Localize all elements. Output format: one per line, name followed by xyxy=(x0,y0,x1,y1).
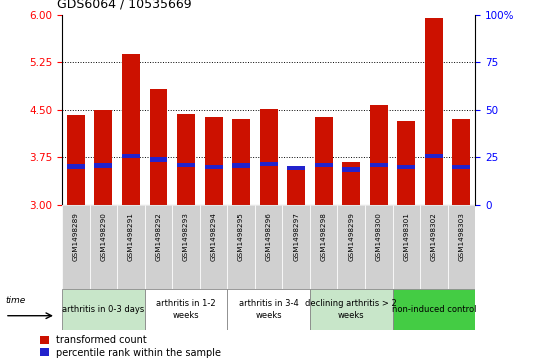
Text: GSM1498303: GSM1498303 xyxy=(458,212,464,261)
Text: GDS6064 / 10535669: GDS6064 / 10535669 xyxy=(57,0,191,11)
FancyBboxPatch shape xyxy=(338,205,365,289)
Bar xyxy=(122,154,140,158)
Text: arthritis in 1-2
weeks: arthritis in 1-2 weeks xyxy=(156,299,216,319)
FancyBboxPatch shape xyxy=(310,205,338,289)
Bar xyxy=(260,109,278,205)
Text: arthritis in 0-3 days: arthritis in 0-3 days xyxy=(62,305,145,314)
Text: GSM1498294: GSM1498294 xyxy=(211,212,217,261)
FancyBboxPatch shape xyxy=(172,205,200,289)
FancyBboxPatch shape xyxy=(227,205,255,289)
Bar xyxy=(287,166,305,205)
FancyBboxPatch shape xyxy=(420,205,448,289)
FancyBboxPatch shape xyxy=(448,205,475,289)
Text: declining arthritis > 2
weeks: declining arthritis > 2 weeks xyxy=(306,299,397,319)
Bar xyxy=(370,105,388,205)
Bar xyxy=(150,157,167,162)
Bar xyxy=(177,163,195,167)
FancyBboxPatch shape xyxy=(200,205,227,289)
Text: GSM1498302: GSM1498302 xyxy=(431,212,437,261)
FancyBboxPatch shape xyxy=(62,205,90,289)
Text: GSM1498290: GSM1498290 xyxy=(100,212,106,261)
FancyBboxPatch shape xyxy=(255,205,282,289)
FancyBboxPatch shape xyxy=(227,289,310,330)
Bar xyxy=(205,165,222,169)
FancyBboxPatch shape xyxy=(62,289,145,330)
Text: GSM1498293: GSM1498293 xyxy=(183,212,189,261)
Text: non-induced control: non-induced control xyxy=(392,305,476,314)
Text: GSM1498292: GSM1498292 xyxy=(156,212,161,261)
Text: time: time xyxy=(5,296,25,305)
FancyBboxPatch shape xyxy=(310,289,393,330)
Bar xyxy=(397,165,415,169)
Bar xyxy=(315,118,333,205)
Bar xyxy=(67,164,85,168)
Bar xyxy=(315,163,333,167)
Text: GSM1498289: GSM1498289 xyxy=(73,212,79,261)
Text: GSM1498295: GSM1498295 xyxy=(238,212,244,261)
Bar xyxy=(260,162,278,166)
Bar xyxy=(67,115,85,205)
Bar xyxy=(122,54,140,205)
FancyBboxPatch shape xyxy=(145,205,172,289)
FancyBboxPatch shape xyxy=(117,205,145,289)
Legend: transformed count, percentile rank within the sample: transformed count, percentile rank withi… xyxy=(40,335,221,358)
FancyBboxPatch shape xyxy=(282,205,310,289)
Bar xyxy=(232,119,250,205)
Bar xyxy=(150,90,167,205)
Bar xyxy=(425,18,443,205)
Text: GSM1498300: GSM1498300 xyxy=(376,212,382,261)
Bar xyxy=(177,114,195,205)
FancyBboxPatch shape xyxy=(393,205,420,289)
Bar xyxy=(453,119,470,205)
FancyBboxPatch shape xyxy=(90,205,117,289)
Bar xyxy=(453,165,470,169)
Bar xyxy=(205,118,222,205)
FancyBboxPatch shape xyxy=(145,289,227,330)
Text: GSM1498301: GSM1498301 xyxy=(403,212,409,261)
Bar xyxy=(342,162,360,205)
Text: GSM1498297: GSM1498297 xyxy=(293,212,299,261)
FancyBboxPatch shape xyxy=(365,205,393,289)
Bar xyxy=(94,110,112,205)
FancyBboxPatch shape xyxy=(393,289,475,330)
Bar xyxy=(342,167,360,172)
Bar xyxy=(94,163,112,168)
Bar xyxy=(232,163,250,168)
Bar xyxy=(287,166,305,171)
Text: GSM1498299: GSM1498299 xyxy=(348,212,354,261)
Text: GSM1498291: GSM1498291 xyxy=(128,212,134,261)
Bar xyxy=(397,121,415,205)
Bar xyxy=(370,163,388,167)
Text: GSM1498298: GSM1498298 xyxy=(321,212,327,261)
Text: GSM1498296: GSM1498296 xyxy=(266,212,272,261)
Bar xyxy=(425,154,443,158)
Text: arthritis in 3-4
weeks: arthritis in 3-4 weeks xyxy=(239,299,299,319)
